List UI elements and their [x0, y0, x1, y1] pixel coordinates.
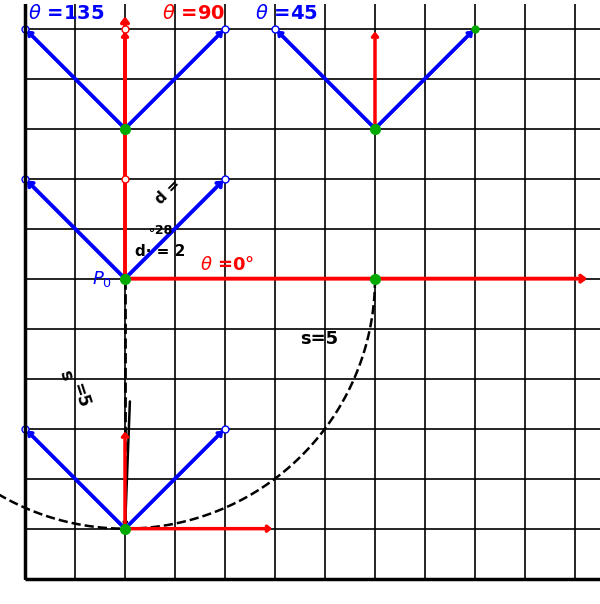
Text: ∘28: ∘28	[148, 223, 173, 237]
Text: $P_0$: $P_0$	[92, 269, 113, 289]
Text: d· = 2: d· = 2	[135, 244, 185, 259]
Text: s: s	[55, 368, 75, 383]
Text: s=5: s=5	[300, 330, 338, 348]
Text: $\theta$ =90: $\theta$ =90	[163, 4, 226, 23]
Text: $\theta$ =0°: $\theta$ =0°	[200, 255, 254, 274]
Text: $\theta$ =45: $\theta$ =45	[255, 4, 318, 23]
Text: $\theta$ =135: $\theta$ =135	[28, 4, 104, 23]
Text: d =: d =	[152, 176, 184, 207]
Text: =5: =5	[67, 381, 92, 410]
